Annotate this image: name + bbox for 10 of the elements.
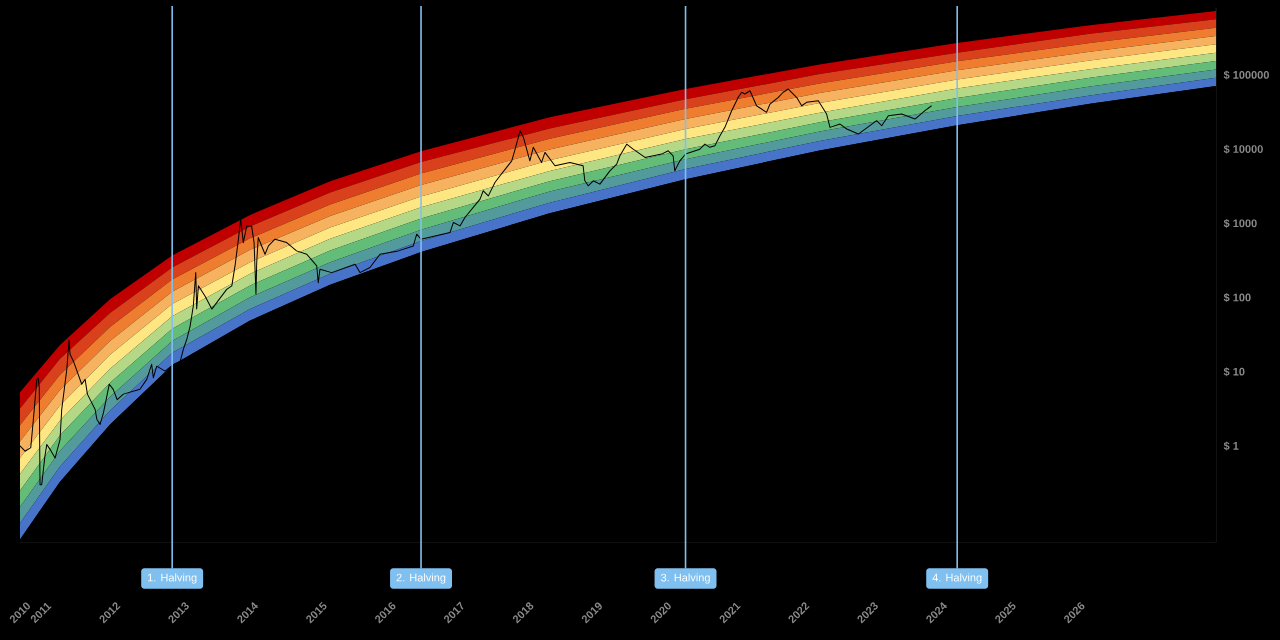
y-tick-label: $ 100 (1223, 293, 1251, 303)
y-tick-label: $ 10 (1223, 367, 1245, 377)
y-tick-label: $ 100000 (1223, 70, 1269, 80)
ref-line-label: 1. Halving (148, 573, 197, 584)
ref-line-label: 4. Halving (932, 573, 982, 584)
ref-line-label: 3. Halving (660, 573, 710, 584)
y-tick-label: $ 1 (1223, 441, 1239, 451)
ref-line-label: 2. Halving (396, 573, 446, 584)
y-tick-label: $ 10000 (1223, 144, 1263, 154)
y-tick-label: $ 1000 (1223, 218, 1257, 228)
